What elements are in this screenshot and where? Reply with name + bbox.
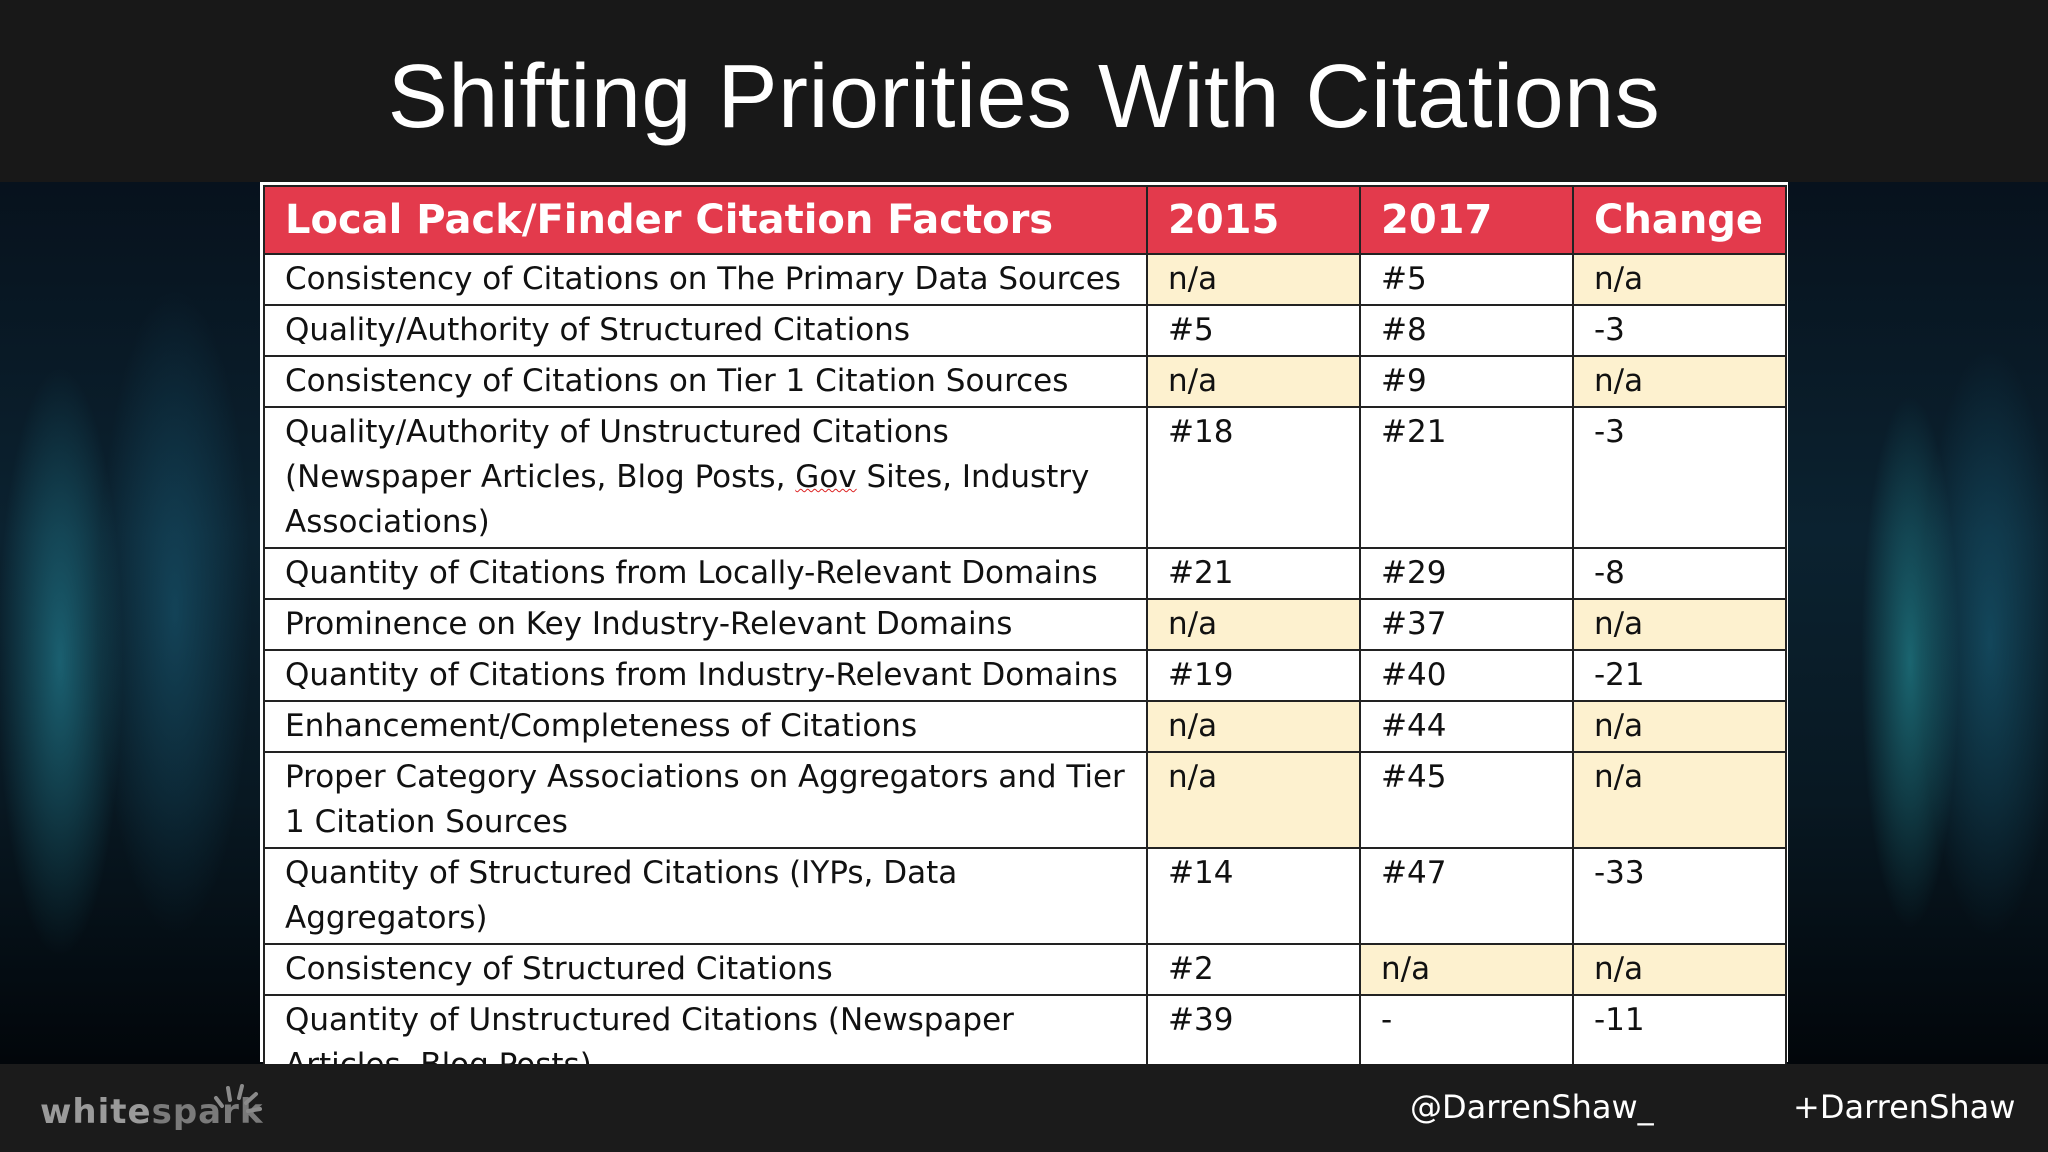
rank-2017-cell: n/a (1359, 943, 1574, 996)
rank-2015-cell: #14 (1146, 847, 1361, 945)
table-row: Quantity of Structured Citations (IYPs, … (263, 847, 1787, 945)
factor-cell: Quality/Authority of Unstructured Citati… (263, 406, 1148, 549)
table: Local Pack/Finder Citation Factors 2015 … (263, 185, 1787, 1092)
column-header-2015: 2015 (1146, 185, 1361, 255)
whitespark-logo: whitespark (40, 1092, 264, 1152)
factor-cell: Quantity of Citations from Locally-Relev… (263, 547, 1148, 600)
rank-2015-cell: n/a (1146, 355, 1361, 408)
factor-cell: Quantity of Structured Citations (IYPs, … (263, 847, 1148, 945)
factor-cell: Consistency of Structured Citations (263, 943, 1148, 996)
rank-2015-cell: n/a (1146, 253, 1361, 306)
change-cell: n/a (1572, 598, 1787, 651)
rank-2015-cell: n/a (1146, 700, 1361, 753)
table-row: Enhancement/Completeness of Citations n/… (263, 700, 1787, 753)
table-row: Quality/Authority of Structured Citation… (263, 304, 1787, 357)
change-cell: n/a (1572, 253, 1787, 306)
rank-2017-cell: #44 (1359, 700, 1574, 753)
rank-2015-cell: #19 (1146, 649, 1361, 702)
table-row: Quality/Authority of Unstructured Citati… (263, 406, 1787, 549)
change-cell: -8 (1572, 547, 1787, 600)
rank-2017-cell: #29 (1359, 547, 1574, 600)
factor-text-part: Quality/Authority of Unstructured Citati… (285, 414, 949, 495)
spark-rays-icon (214, 1084, 262, 1113)
spellcheck-flagged-word: Gov (795, 459, 857, 495)
change-cell: -3 (1572, 406, 1787, 549)
rank-2015-cell: #18 (1146, 406, 1361, 549)
rank-2017-cell: #37 (1359, 598, 1574, 651)
column-header-2017: 2017 (1359, 185, 1574, 255)
change-cell: n/a (1572, 943, 1787, 996)
rank-2017-cell: #47 (1359, 847, 1574, 945)
table-row: Quantity of Citations from Locally-Relev… (263, 547, 1787, 600)
factor-cell: Prominence on Key Industry-Relevant Doma… (263, 598, 1148, 651)
title-bar: Shifting Priorities With Citations (0, 0, 2048, 182)
column-header-factor: Local Pack/Finder Citation Factors (263, 185, 1148, 255)
twitter-handle: @DarrenShaw_ (1410, 1088, 1654, 1126)
table-row: Consistency of Citations on Tier 1 Citat… (263, 355, 1787, 408)
citation-factors-table: Local Pack/Finder Citation Factors 2015 … (260, 182, 1788, 1092)
change-cell: n/a (1572, 355, 1787, 408)
factor-cell: Enhancement/Completeness of Citations (263, 700, 1148, 753)
factor-text-part: Sites, Industry Associations) (285, 459, 1090, 540)
table-row: Consistency of Citations on The Primary … (263, 253, 1787, 306)
factor-cell: Quality/Authority of Structured Citation… (263, 304, 1148, 357)
rank-2017-cell: #21 (1359, 406, 1574, 549)
slide-title: Shifting Priorities With Citations (387, 47, 1661, 147)
change-cell: -33 (1572, 847, 1787, 945)
factor-cell: Quantity of Citations from Industry-Rele… (263, 649, 1148, 702)
table-row: Quantity of Citations from Industry-Rele… (263, 649, 1787, 702)
rank-2017-cell: #9 (1359, 355, 1574, 408)
google-plus-handle: +DarrenShaw (1793, 1088, 2016, 1126)
change-cell: n/a (1572, 751, 1787, 849)
factor-cell: Proper Category Associations on Aggregat… (263, 751, 1148, 849)
table-row: Proper Category Associations on Aggregat… (263, 751, 1787, 849)
rank-2017-cell: #5 (1359, 253, 1574, 306)
table-header-row: Local Pack/Finder Citation Factors 2015 … (263, 185, 1787, 255)
rank-2015-cell: #5 (1146, 304, 1361, 357)
table-row: Consistency of Structured Citations #2 n… (263, 943, 1787, 996)
column-header-change: Change (1572, 185, 1787, 255)
rank-2015-cell: n/a (1146, 598, 1361, 651)
change-cell: n/a (1572, 700, 1787, 753)
rank-2015-cell: #2 (1146, 943, 1361, 996)
logo-text-white: white (40, 1092, 152, 1132)
table-row: Prominence on Key Industry-Relevant Doma… (263, 598, 1787, 651)
footer-bar: whitespark @DarrenShaw_ +DarrenShaw (0, 1064, 2048, 1152)
rank-2017-cell: #45 (1359, 751, 1574, 849)
factor-cell: Consistency of Citations on Tier 1 Citat… (263, 355, 1148, 408)
logo-text-spark: spark (151, 1092, 264, 1132)
rank-2015-cell: #21 (1146, 547, 1361, 600)
rank-2017-cell: #8 (1359, 304, 1574, 357)
change-cell: -21 (1572, 649, 1787, 702)
change-cell: -3 (1572, 304, 1787, 357)
factor-cell: Consistency of Citations on The Primary … (263, 253, 1148, 306)
rank-2015-cell: n/a (1146, 751, 1361, 849)
rank-2017-cell: #40 (1359, 649, 1574, 702)
